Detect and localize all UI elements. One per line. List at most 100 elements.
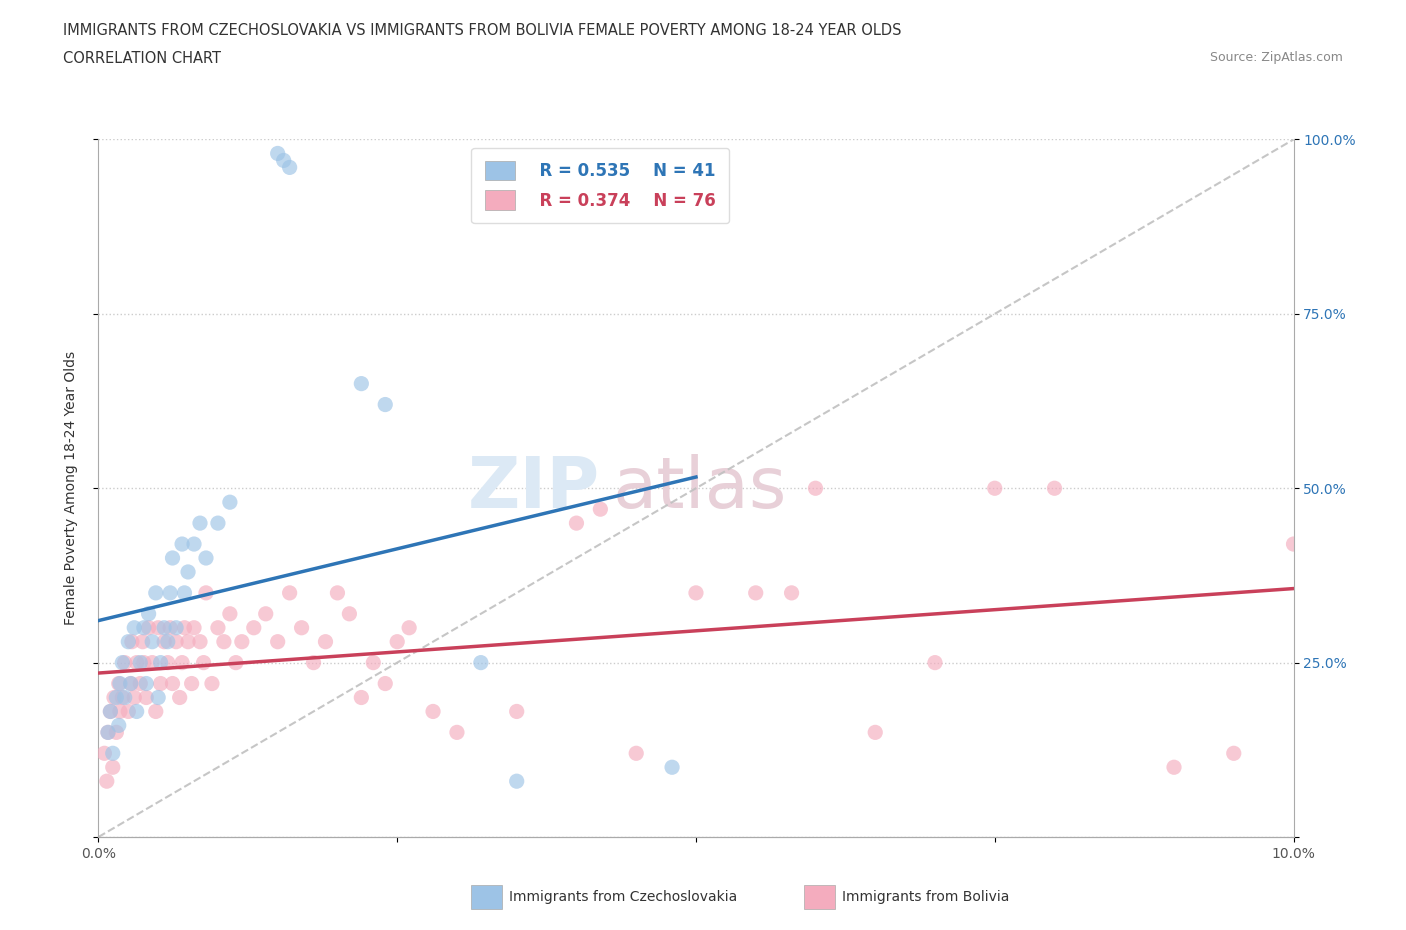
Point: [273, 153, 295, 167]
Point: [100, 704, 122, 719]
Point: [374, 676, 396, 691]
Point: [138, 620, 160, 635]
Point: [120, 676, 142, 691]
Text: Immigrants from Czechoslovakia: Immigrants from Czechoslovakia: [509, 890, 737, 905]
Point: [149, 676, 172, 691]
Point: [470, 656, 492, 671]
Point: [219, 495, 242, 510]
Point: [107, 676, 129, 691]
Point: [685, 586, 707, 601]
Point: [278, 586, 301, 601]
Point: [177, 565, 200, 579]
Point: [1222, 746, 1246, 761]
Point: [148, 620, 170, 635]
Point: [162, 676, 184, 691]
Point: [361, 656, 384, 671]
Point: [201, 676, 224, 691]
Point: [506, 774, 529, 789]
Point: [156, 634, 179, 649]
Text: IMMIGRANTS FROM CZECHOSLOVAKIA VS IMMIGRANTS FROM BOLIVIA FEMALE POVERTY AMONG 1: IMMIGRANTS FROM CZECHOSLOVAKIA VS IMMIGR…: [63, 23, 901, 38]
Point: [148, 690, 170, 705]
Point: [1282, 537, 1305, 551]
Point: [107, 718, 129, 733]
Point: [183, 537, 205, 551]
Point: [398, 620, 420, 635]
Point: [141, 634, 163, 649]
Point: [124, 620, 146, 635]
Point: [339, 606, 360, 621]
Point: [745, 586, 768, 601]
Point: [145, 704, 167, 719]
Point: [219, 606, 242, 621]
Point: [97, 725, 120, 740]
Text: Immigrants from Bolivia: Immigrants from Bolivia: [842, 890, 1010, 905]
Point: [138, 606, 160, 621]
Text: Source: ZipAtlas.com: Source: ZipAtlas.com: [1209, 51, 1343, 64]
Point: [111, 690, 134, 705]
Text: CORRELATION CHART: CORRELATION CHART: [63, 51, 221, 66]
Point: [863, 725, 887, 740]
Point: [350, 376, 373, 391]
Point: [243, 620, 266, 635]
Point: [111, 656, 134, 671]
Y-axis label: Female Poverty Among 18-24 Year Olds: Female Poverty Among 18-24 Year Olds: [63, 352, 77, 625]
Point: [159, 620, 181, 635]
Point: [145, 586, 167, 601]
Point: [131, 634, 153, 649]
Text: atlas: atlas: [613, 454, 787, 523]
Point: [172, 656, 194, 671]
Point: [101, 746, 124, 761]
Point: [108, 704, 131, 719]
Point: [129, 656, 152, 671]
Point: [165, 634, 187, 649]
Point: [117, 704, 139, 719]
Point: [924, 656, 946, 671]
Point: [1163, 760, 1185, 775]
Point: [385, 634, 409, 649]
Point: [135, 690, 157, 705]
Text: ZIP: ZIP: [468, 454, 600, 523]
Point: [422, 704, 444, 719]
Point: [105, 725, 128, 740]
Point: [207, 515, 229, 530]
Point: [195, 586, 218, 601]
Point: [225, 656, 247, 671]
Point: [165, 620, 187, 635]
Point: [278, 160, 301, 175]
Point: [984, 481, 1007, 496]
Point: [188, 515, 211, 530]
Point: [114, 656, 136, 671]
Point: [173, 620, 195, 635]
Point: [780, 586, 803, 601]
Legend:   R = 0.535    N = 41,   R = 0.374    N = 76: R = 0.535 N = 41, R = 0.374 N = 76: [471, 148, 730, 223]
Point: [108, 676, 131, 691]
Point: [326, 586, 349, 601]
Point: [117, 634, 139, 649]
Point: [159, 586, 181, 601]
Point: [153, 634, 176, 649]
Point: [141, 656, 163, 671]
Point: [314, 634, 337, 649]
Point: [626, 746, 648, 761]
Point: [169, 690, 191, 705]
Point: [97, 725, 120, 740]
Point: [103, 690, 125, 705]
Point: [135, 676, 157, 691]
Point: [180, 676, 202, 691]
Point: [132, 620, 155, 635]
Point: [195, 551, 218, 565]
Point: [125, 704, 148, 719]
Point: [101, 760, 124, 775]
Point: [129, 676, 152, 691]
Point: [661, 760, 683, 775]
Point: [565, 515, 588, 530]
Point: [374, 397, 396, 412]
Point: [162, 551, 184, 565]
Point: [231, 634, 253, 649]
Point: [100, 704, 122, 719]
Point: [1043, 481, 1066, 496]
Point: [177, 634, 200, 649]
Point: [302, 656, 325, 671]
Point: [506, 704, 529, 719]
Point: [207, 620, 229, 635]
